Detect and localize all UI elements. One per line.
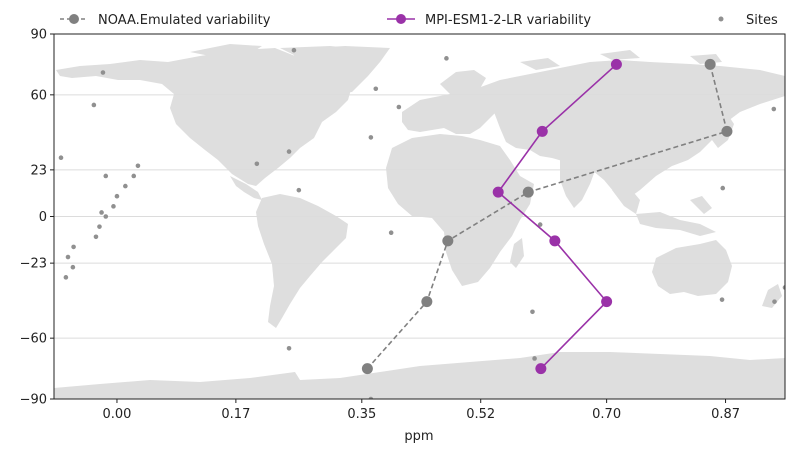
x-tick-label: 0.52: [466, 407, 495, 422]
site-point: [373, 86, 378, 91]
site-point: [71, 265, 76, 270]
x-tick-label: 0.70: [592, 407, 621, 422]
site-point: [720, 186, 725, 191]
site-point: [720, 297, 725, 302]
site-point: [772, 107, 777, 112]
series-point-noaa: [705, 59, 716, 70]
legend-mpi-marker: [396, 14, 406, 24]
legend-sites-label: Sites: [746, 13, 778, 28]
series-point-noaa: [721, 126, 732, 137]
legend-noaa-label: NOAA.Emulated variability: [98, 13, 271, 28]
site-point: [92, 103, 97, 108]
site-point: [103, 174, 108, 179]
series-point-mpi: [493, 187, 504, 198]
series-point-noaa: [421, 296, 432, 307]
series-point-mpi: [611, 59, 622, 70]
y-tick-label: 90: [30, 28, 47, 43]
legend-sites-marker: [719, 17, 724, 22]
site-point: [297, 188, 302, 193]
y-tick-label: −90: [20, 393, 47, 408]
series-point-noaa: [523, 187, 534, 198]
x-tick-label: 0.17: [221, 407, 250, 422]
series-point-mpi: [537, 126, 548, 137]
y-tick-label: 0: [39, 210, 47, 225]
x-tick-label: 0.35: [347, 407, 376, 422]
site-point: [287, 346, 292, 351]
site-point: [64, 275, 69, 280]
site-point: [532, 356, 537, 361]
series-point-mpi: [549, 235, 560, 246]
site-point: [99, 210, 104, 215]
series-point-mpi: [535, 363, 546, 374]
site-point: [103, 214, 108, 219]
series-point-mpi: [601, 296, 612, 307]
site-point: [136, 164, 141, 169]
x-tick-label: 0.87: [711, 407, 740, 422]
site-point: [389, 230, 394, 235]
site-point: [71, 245, 76, 250]
x-tick-label: 0.00: [102, 407, 131, 422]
site-point: [115, 194, 120, 199]
y-tick-label: 60: [30, 88, 47, 103]
site-point: [131, 174, 136, 179]
y-tick-label: −60: [20, 332, 47, 347]
site-point: [111, 204, 116, 209]
x-axis-title: ppm: [404, 429, 433, 444]
site-point: [292, 48, 297, 53]
site-point: [397, 105, 402, 110]
site-point: [94, 234, 99, 239]
site-point: [287, 149, 292, 154]
site-point: [444, 56, 449, 61]
site-point: [66, 255, 71, 260]
site-point: [101, 70, 106, 75]
series-point-noaa: [442, 235, 453, 246]
site-point: [255, 161, 260, 166]
legend-noaa-marker: [69, 14, 79, 24]
series-point-noaa: [362, 363, 373, 374]
y-tick-label: 23: [30, 163, 47, 178]
legend-mpi-label: MPI-ESM1-2-LR variability: [425, 13, 591, 28]
site-point: [59, 155, 64, 160]
site-point: [772, 299, 777, 304]
site-point: [530, 310, 535, 315]
site-point: [369, 135, 374, 140]
site-point: [97, 224, 102, 229]
site-point: [123, 184, 128, 189]
y-tick-label: −23: [20, 257, 47, 272]
